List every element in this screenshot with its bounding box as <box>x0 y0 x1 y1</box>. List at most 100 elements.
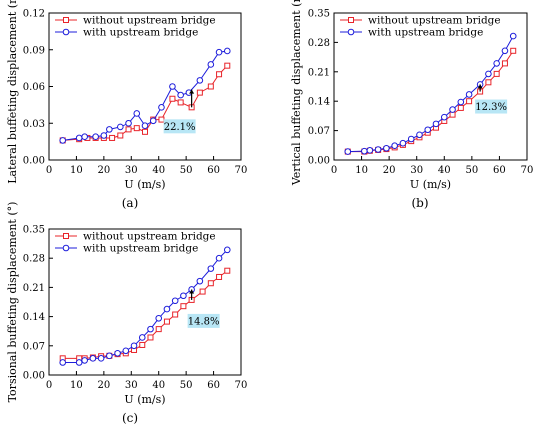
data-point-square <box>180 303 187 310</box>
legend-entry: without upstream bridge <box>368 15 501 27</box>
data-point-square <box>142 128 148 135</box>
data-point-circle <box>92 133 99 141</box>
legend-entry: without upstream bridge <box>83 231 216 243</box>
chart-panel-2: 0 10 20 30 40 50 60 70 0.00 0.07 0.14 0.21 0.28 0.35 U… <box>290 0 533 210</box>
data-point-square <box>466 98 473 105</box>
x-tick-label: 0 <box>46 165 52 176</box>
data-point-square <box>177 99 184 106</box>
x-axis-label: U (m/s) <box>124 393 165 406</box>
data-point-circle <box>130 342 138 350</box>
data-point-square <box>216 273 223 280</box>
data-point-circle <box>141 122 149 129</box>
x-axis-label: U (m/s) <box>124 178 165 191</box>
data-point-circle <box>374 146 382 153</box>
data-point-circle <box>485 70 492 78</box>
data-point-square <box>109 134 116 141</box>
plot-frame <box>333 12 528 161</box>
data-point-circle <box>59 137 67 144</box>
data-point-circle <box>138 334 146 341</box>
data-point-circle <box>215 48 223 56</box>
data-point-circle <box>75 359 83 366</box>
data-point-circle <box>416 131 423 139</box>
x-tick-label: 10 <box>70 380 83 391</box>
data-point-circle <box>366 147 374 154</box>
data-point-circle <box>440 113 448 121</box>
y-axis-label: Vertical buffeting displacement (m) <box>290 0 303 186</box>
data-point-square <box>501 60 508 67</box>
y-tick-label: 0.21 <box>23 283 45 294</box>
x-tick-label: 10 <box>70 165 83 176</box>
panel-label: (b) <box>411 196 428 210</box>
x-tick-label: 20 <box>97 165 110 176</box>
data-point-circle <box>97 355 105 362</box>
data-point-square <box>117 132 124 139</box>
data-point-circle <box>180 292 187 300</box>
data-point-circle <box>344 148 352 155</box>
x-tick-label: 50 <box>180 165 193 176</box>
data-point-square <box>199 288 206 295</box>
x-tick-label: 30 <box>125 165 138 176</box>
data-point-circle <box>149 117 157 125</box>
x-tick-label: 40 <box>438 165 451 176</box>
y-tick-label: 0.12 <box>23 9 45 20</box>
data-point-square <box>510 47 517 54</box>
y-tick-label: 0.07 <box>308 126 330 137</box>
data-point-circle <box>493 60 500 67</box>
data-point-circle <box>133 110 141 117</box>
data-point-circle <box>155 314 163 322</box>
data-point-square <box>224 267 231 274</box>
data-point-circle <box>163 305 171 313</box>
x-tick-label: 50 <box>180 380 193 391</box>
data-point-square <box>493 70 500 77</box>
x-tick-label: 10 <box>355 165 368 176</box>
data-point-circle <box>171 297 179 305</box>
legend-marker-square <box>63 17 69 23</box>
data-point-circle <box>147 325 154 333</box>
annotation-box <box>187 313 220 328</box>
data-point-square <box>133 125 140 132</box>
legend-entry: with upstream bridge <box>368 27 483 39</box>
data-point-circle <box>424 126 432 134</box>
data-point-circle <box>100 132 108 139</box>
data-point-circle <box>391 142 398 150</box>
data-point-circle <box>89 355 97 362</box>
data-point-circle <box>361 147 368 155</box>
data-point-circle <box>81 357 88 364</box>
x-tick-label: 60 <box>493 165 506 176</box>
plot-frame <box>48 228 242 376</box>
panel-label: (a) <box>122 196 139 210</box>
data-point-circle <box>59 359 67 366</box>
data-point-circle <box>158 104 165 111</box>
legend-marker-square <box>63 233 69 239</box>
x-tick-label: 70 <box>235 165 248 176</box>
data-point-square <box>139 341 146 348</box>
data-point-circle <box>399 139 407 147</box>
data-point-circle <box>215 254 223 262</box>
y-axis-label: Lateral buffeting displacement (m) <box>6 0 19 184</box>
legend-entry: with upstream bridge <box>83 243 198 255</box>
y-tick-label: 0.03 <box>23 119 45 130</box>
data-point-circle <box>383 144 390 152</box>
annotation-arrowhead <box>189 289 195 294</box>
y-tick-label: 0.28 <box>308 38 330 49</box>
data-point-square <box>457 104 464 111</box>
data-point-circle <box>207 61 215 68</box>
data-point-circle <box>223 246 231 254</box>
data-point-square <box>485 79 492 86</box>
data-point-circle <box>75 134 83 142</box>
data-point-circle <box>106 352 113 360</box>
x-tick-label: 20 <box>383 165 396 176</box>
data-point-circle <box>207 265 215 272</box>
data-point-circle <box>81 133 88 141</box>
data-point-circle <box>122 347 130 355</box>
y-tick-label: 0.14 <box>308 97 330 108</box>
annotation-label: 12.3% <box>475 102 507 113</box>
x-tick-label: 30 <box>410 165 423 176</box>
data-point-circle <box>465 91 473 98</box>
data-point-square <box>125 126 132 133</box>
annotation-box <box>475 99 508 114</box>
x-tick-label: 30 <box>125 380 138 391</box>
x-axis-label: U (m/s) <box>410 178 451 191</box>
y-tick-label: 0.00 <box>23 371 45 382</box>
